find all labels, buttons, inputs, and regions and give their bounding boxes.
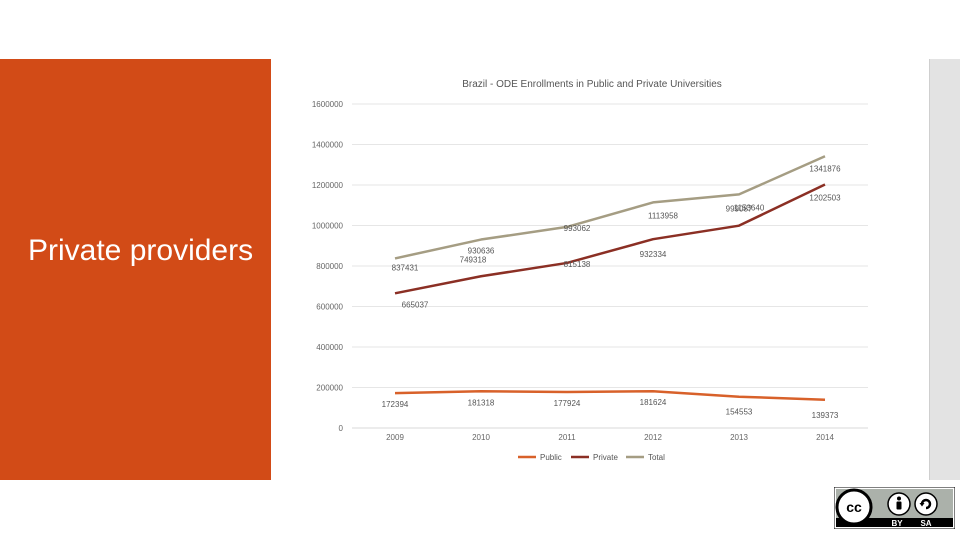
data-label: 154553 xyxy=(726,408,753,417)
y-axis-tick-labels: 0 200000 400000 600000 800000 1000000 1200000 1… xyxy=(312,100,344,433)
data-label: 930636 xyxy=(468,247,495,256)
cc-by-sa-icon: cc BY SA xyxy=(834,487,955,529)
y-tick-label: 1000000 xyxy=(312,222,344,231)
side-bar-edge xyxy=(929,59,930,480)
data-label: 139373 xyxy=(812,411,839,420)
chart-series-lines xyxy=(394,155,826,402)
y-tick-label: 800000 xyxy=(316,262,343,271)
y-tick-label: 1200000 xyxy=(312,181,344,190)
x-tick-label: 2012 xyxy=(644,433,662,442)
data-label: 1113958 xyxy=(648,211,679,220)
x-tick-label: 2013 xyxy=(730,433,748,442)
y-tick-label: 600000 xyxy=(316,303,343,312)
series-line-public xyxy=(394,389,826,402)
y-tick-label: 400000 xyxy=(316,343,343,352)
cc-sa-label: SA xyxy=(920,519,931,528)
side-bar xyxy=(930,59,960,480)
chart-legend: Public Private Total xyxy=(518,453,665,462)
data-label: 932334 xyxy=(640,250,667,259)
series-line-private xyxy=(394,183,826,295)
data-label: 1153640 xyxy=(734,203,765,212)
data-label: 815138 xyxy=(564,260,591,269)
y-tick-label: 1600000 xyxy=(312,100,344,109)
title-panel xyxy=(0,59,271,480)
data-label: 1341876 xyxy=(809,164,841,173)
data-label: 1202503 xyxy=(809,193,841,202)
chart-gridlines xyxy=(352,103,868,429)
y-tick-label: 200000 xyxy=(316,384,343,393)
data-label: 177924 xyxy=(554,399,581,408)
data-label: 181624 xyxy=(640,398,667,407)
data-label: 749318 xyxy=(460,255,487,264)
data-label: 172394 xyxy=(382,400,409,409)
legend-label: Public xyxy=(540,453,562,462)
chart-title: Brazil - ODE Enrollments in Public and P… xyxy=(462,79,722,90)
cc-by-label: BY xyxy=(891,519,903,528)
data-label: 665037 xyxy=(402,300,429,309)
x-tick-label: 2014 xyxy=(816,433,834,442)
data-label: 999087 xyxy=(726,205,753,214)
chart-data-labels: 172394 181318 177924 181624 154553 139373 6650… xyxy=(382,164,841,420)
data-label: 993062 xyxy=(564,224,591,233)
x-tick-label: 2011 xyxy=(558,433,576,442)
legend-label: Private xyxy=(593,453,618,462)
y-tick-label: 0 xyxy=(339,424,344,433)
svg-text:cc: cc xyxy=(846,499,862,515)
x-tick-label: 2009 xyxy=(386,433,404,442)
y-tick-label: 1400000 xyxy=(312,141,344,150)
data-label: 837431 xyxy=(392,263,419,272)
x-axis-tick-labels: 2009 2010 2011 2012 2013 2014 xyxy=(386,433,834,442)
legend-label: Total xyxy=(648,453,665,462)
x-tick-label: 2010 xyxy=(472,433,490,442)
series-line-total xyxy=(394,155,826,260)
slide-title: Private providers xyxy=(28,234,254,267)
data-label: 181318 xyxy=(468,398,495,407)
